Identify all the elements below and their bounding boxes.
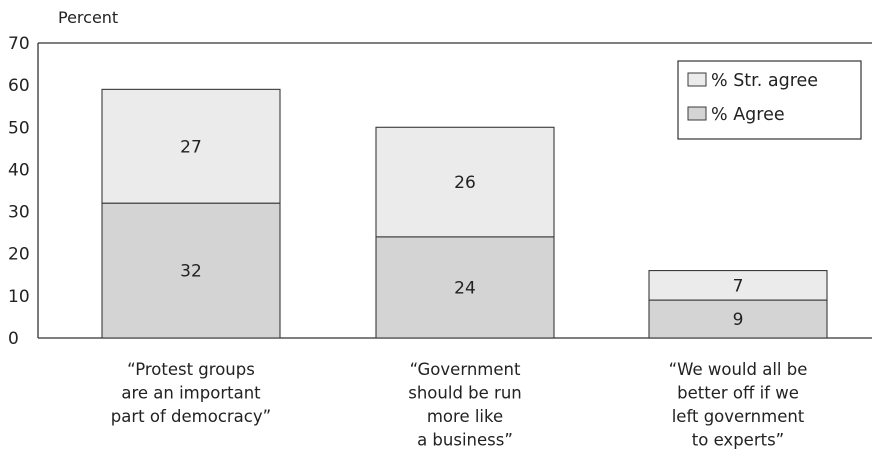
y-axis-label: Percent bbox=[58, 8, 118, 27]
data-label: 9 bbox=[733, 310, 744, 330]
legend-swatch bbox=[687, 106, 707, 121]
bar-str-agree bbox=[648, 270, 828, 301]
data-label: 26 bbox=[454, 173, 476, 193]
data-labels: 32 27 24 26 9 7 bbox=[180, 137, 743, 330]
data-label: 7 bbox=[733, 276, 744, 296]
y-tick-label: 0 bbox=[8, 329, 19, 349]
y-tick-label: 60 bbox=[8, 76, 30, 96]
bar-agree bbox=[375, 236, 555, 339]
y-tick-label: 30 bbox=[8, 203, 30, 223]
bars bbox=[101, 88, 828, 339]
y-tick-label: 40 bbox=[8, 160, 30, 180]
legend-label: % Str. agree bbox=[711, 71, 818, 91]
category-label: “Government should be run more like a busin… bbox=[408, 360, 521, 450]
category-labels: “Protest groups are an important part of d… bbox=[111, 360, 808, 450]
y-tick-label: 50 bbox=[8, 118, 30, 138]
legend-swatch bbox=[687, 72, 707, 87]
y-tick-label: 10 bbox=[8, 287, 30, 307]
y-tick-label: 70 bbox=[8, 34, 30, 54]
y-axis-ticks: 0 10 20 30 40 50 60 70 bbox=[8, 34, 30, 349]
legend-box bbox=[677, 60, 862, 140]
bar-agree bbox=[101, 202, 281, 339]
legend: % Str. agree % Agree bbox=[677, 60, 862, 140]
category-label: “We would all be better off if we left gov… bbox=[669, 360, 808, 450]
category-label: “Protest groups are an important part of d… bbox=[111, 360, 271, 426]
legend-label: % Agree bbox=[711, 105, 785, 125]
bar-str-agree bbox=[101, 88, 281, 204]
bar-agree bbox=[648, 299, 828, 339]
data-label: 32 bbox=[180, 262, 202, 282]
y-tick-label: 20 bbox=[8, 245, 30, 265]
bar-str-agree bbox=[375, 126, 555, 238]
data-label: 24 bbox=[454, 278, 476, 298]
data-label: 27 bbox=[180, 137, 202, 157]
